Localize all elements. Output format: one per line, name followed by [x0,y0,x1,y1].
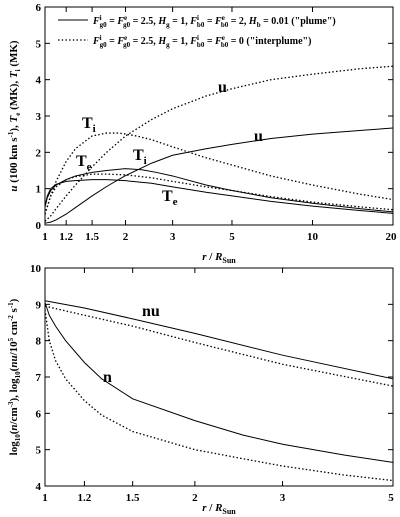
bottom-series-n-dotted [44,309,394,482]
bottom-series-n-solid [44,302,394,463]
bottom-x-tick-label: 2 [192,492,198,504]
bottom-x-axis-label: r / RSun [202,502,236,516]
bottom-x-tick-label: 1.2 [78,492,92,504]
top-x-tick-label: 3 [170,231,176,243]
label-nu: nu [142,303,160,320]
top-y-axis-label: u (100 km s-1), Te (MK), Ti (MK) [7,40,22,192]
top-x-tick-label: 1 [42,231,48,243]
top-series-ti-dotted [44,132,394,215]
bottom-plot-frame [44,267,394,487]
top-series-te-dotted [44,173,394,215]
bottom-y-tick-label: 9 [36,299,42,311]
bottom-series-nu-dotted [44,305,394,387]
bottom-y-tick-label: 4 [36,481,42,493]
bottom-y-tick-label: 5 [36,445,42,457]
top-legend: Fi g0 = Fe g0 = 2.5, Hg = 1, Fi b0 = Fe b0 =… [58,14,336,49]
bottom-series-nu-solid [44,300,394,380]
bottom-y-tick-label: 7 [36,372,42,384]
label-u-plume: u [254,128,263,145]
bottom-x-tick-label: 1 [42,492,48,504]
legend-plume-text: Fi g0 = Fe g0 = 2.5, Hg = 1, Fi b0 = Fe b0 =… [92,14,336,29]
bottom-x-tick-label: 5 [388,492,394,504]
bottom-y-tick-label: 6 [36,408,42,420]
top-x-tick-label: 5 [229,231,235,243]
bottom-y-tick-label: 10 [30,263,42,275]
bottom-y-tick-label: 8 [36,336,42,348]
legend-interplume-text: Fi g0 = Fe g0 = 2.5, Hg = 1, Fi b0 = Fe b0 =… [92,34,311,49]
label-u-interplume: u [218,79,227,96]
top-y-tick-label: 3 [36,111,42,123]
bottom-x-tick-label: 1.5 [126,492,140,504]
label-n: n [103,369,112,386]
top-x-tick-label: 1.5 [85,231,99,243]
top-x-tick-label: 10 [307,231,319,243]
top-panel: Fi g0 = Fe g0 = 2.5, Hg = 1, Fi b0 = Fe b0 =… [7,2,397,265]
top-y-tick-label: 4 [36,75,42,87]
top-series-te-solid [44,179,394,214]
top-x-tick-label: 1.2 [59,231,73,243]
bottom-y-axis-label: log10(n/cm-3), log10(nu/105 cm-2 s-1) [7,298,22,455]
top-x-axis-label: r / RSun [202,251,236,265]
top-x-tick-label: 2 [123,231,129,243]
top-series-ti-solid [44,168,394,213]
label-ti-plume: Ti [133,147,147,167]
bottom-panel: nu n r / RSun log10(n/cm-3), log10(nu/10… [7,263,394,516]
top-y-tick-label: 6 [36,2,42,14]
top-x-tick-label: 20 [386,231,398,243]
label-ti-interplume: Ti [82,115,96,135]
top-y-tick-label: 1 [36,184,42,196]
top-y-tick-label: 5 [36,38,42,50]
top-y-tick-label: 2 [36,147,42,159]
bottom-x-tick-label: 3 [280,492,286,504]
label-te-plume: Te [162,188,178,208]
top-y-tick-label: 0 [36,220,42,232]
